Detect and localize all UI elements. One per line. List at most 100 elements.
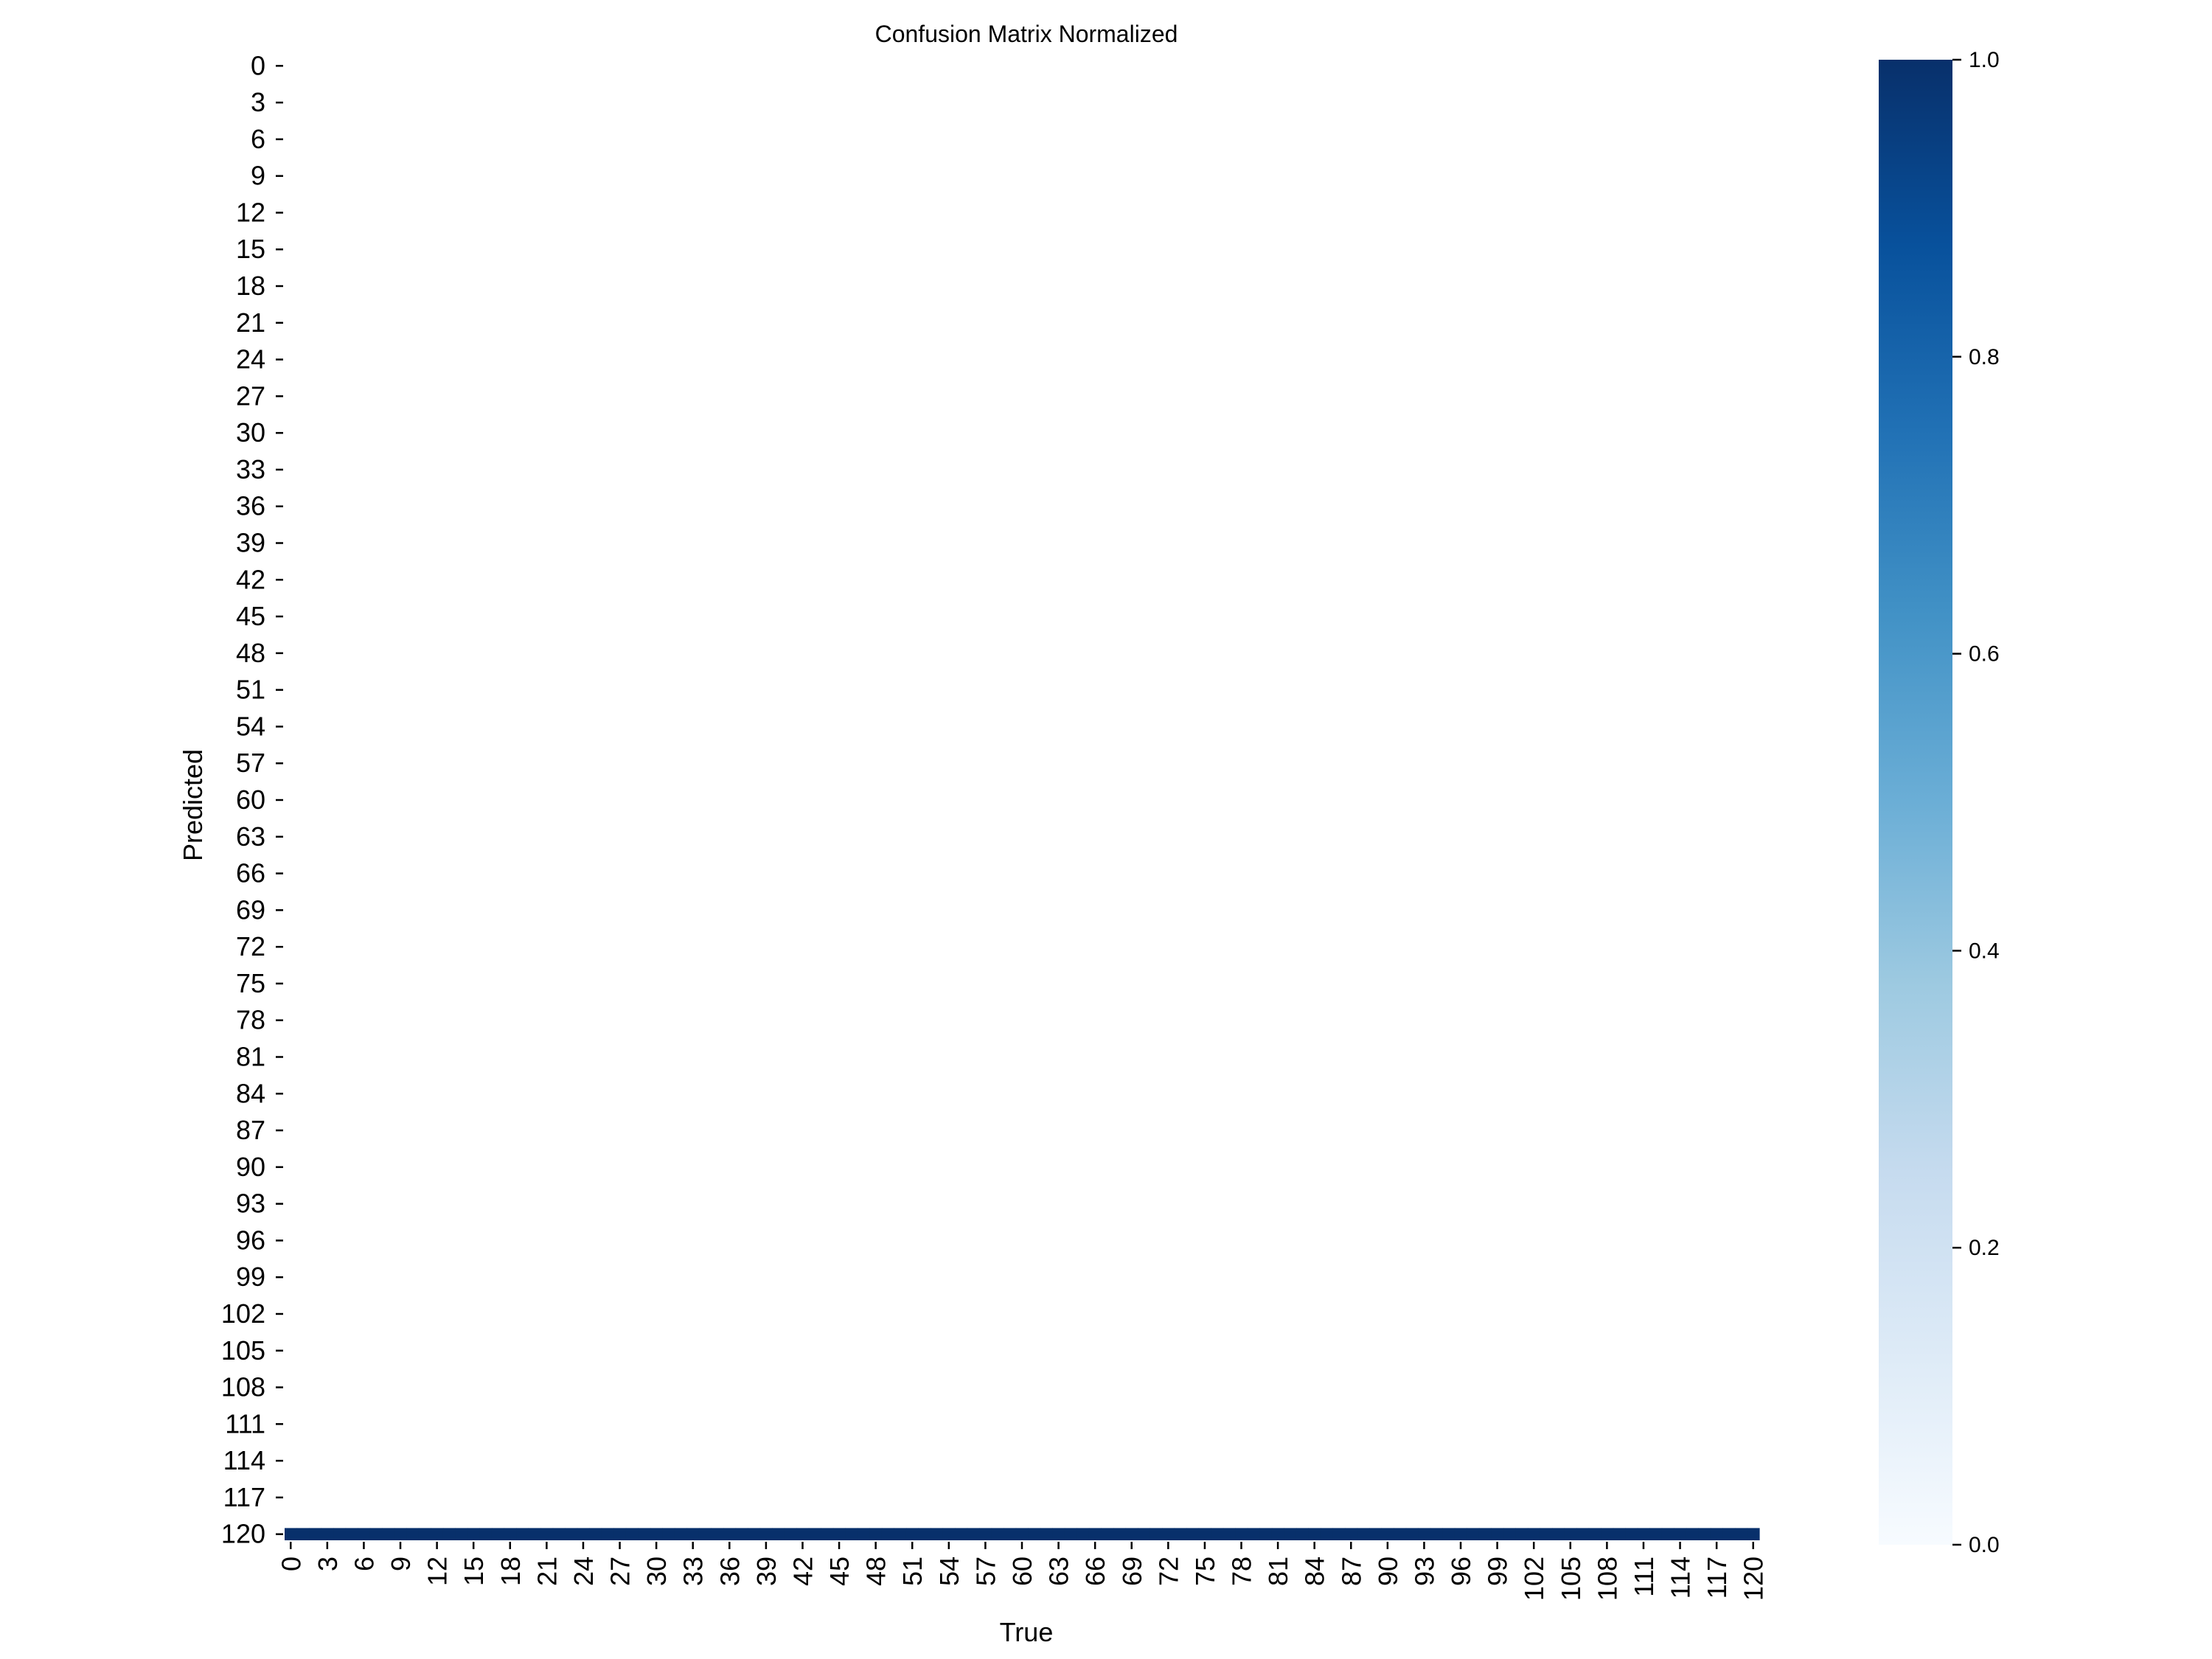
x-tick-label: 6 [349,1557,379,1571]
colorbar-tick-label: 0.4 [1969,939,2000,963]
y-tick-label: 105 [221,1335,265,1366]
heatmap-cell [1722,1528,1736,1540]
heatmap-cell [723,1528,737,1540]
x-tick-label: 120 [1739,1557,1769,1601]
heatmap-cell [1649,1528,1663,1540]
heatmap-cell [1381,1528,1394,1540]
x-tick-label: 15 [459,1557,489,1586]
y-tick-label: 24 [236,344,265,375]
heatmap-cell [1295,1528,1310,1540]
heatmap-cell [991,1528,1004,1540]
heatmap-cell [516,1528,529,1540]
heatmap-cell [808,1528,821,1540]
x-tick-label: 69 [1117,1557,1147,1586]
heatmap-cell [333,1528,347,1540]
y-tick-label: 6 [251,124,265,154]
colorbar-tick-label: 0.2 [1969,1236,2000,1260]
y-tick-label: 15 [236,234,265,264]
chart-title: Confusion Matrix Normalized [875,21,1178,47]
heatmap-cell [431,1528,444,1540]
x-tick-label: 57 [970,1557,1001,1586]
y-tick-label: 48 [236,638,265,668]
x-tick-label: 102 [1519,1557,1549,1601]
colorbar-tick-label: 1.0 [1969,48,2000,72]
y-tick-label: 90 [236,1152,265,1182]
heatmap-cell [565,1528,578,1540]
y-tick-label: 84 [236,1078,265,1108]
y-tick-label: 0 [251,50,265,80]
heatmap-cell [1211,1528,1224,1540]
x-tick-label: 27 [605,1557,636,1586]
y-tick-label: 81 [236,1041,265,1071]
x-tick-label: 72 [1153,1557,1183,1586]
heatmap-cell [1028,1528,1041,1540]
heatmap-cell [382,1528,395,1540]
colorbar-tick-label: 0.8 [1969,345,2000,369]
y-tick-label: 120 [221,1519,265,1549]
heatmap-cell [321,1528,334,1540]
heatmap-cell [528,1528,541,1540]
heatmap-cell [455,1528,468,1540]
y-tick-label: 108 [221,1372,265,1402]
heatmap-cell [832,1528,846,1540]
x-tick-label: 111 [1629,1557,1659,1597]
heatmap-cell [869,1528,883,1540]
y-tick-label: 39 [236,528,265,558]
x-tick-label: 51 [897,1557,928,1586]
x-tick-label: 24 [568,1557,599,1586]
y-tick-label: 27 [236,380,265,411]
heatmap-cell [1552,1528,1565,1540]
y-tick-label: 78 [236,1005,265,1035]
x-tick-label: 81 [1263,1557,1293,1586]
x-tick-label: 78 [1227,1557,1257,1586]
heatmap-cell [1491,1528,1504,1540]
heatmap-cell [894,1528,907,1540]
heatmap-cell [918,1528,931,1540]
heatmap-cell [1394,1528,1407,1540]
heatmap-cell [1674,1528,1687,1540]
y-tick-label: 72 [236,931,265,961]
y-tick-label: 117 [223,1482,265,1512]
heatmap-cell [1418,1528,1431,1540]
heatmap-cell [1235,1528,1248,1540]
heatmap-cell [1320,1528,1334,1540]
x-tick-label: 45 [824,1557,855,1586]
heatmap-cell [358,1528,371,1540]
heatmap-cell [1625,1528,1638,1540]
heatmap-cell [601,1528,614,1540]
x-tick-label: 66 [1080,1557,1110,1586]
heatmap-cell [491,1528,505,1540]
x-tick-label: 12 [422,1557,453,1586]
heatmap-cell [479,1528,493,1540]
x-tick-label: 108 [1592,1557,1622,1601]
heatmap-cells [285,1528,1760,1540]
heatmap-cell [931,1528,944,1540]
heatmap-cell [1040,1528,1053,1540]
colorbar [1879,60,1952,1545]
heatmap-cell [1198,1528,1211,1540]
y-tick-label: 36 [236,491,265,521]
y-tick-label: 66 [236,858,265,888]
y-tick-label: 21 [236,307,265,338]
heatmap-cell [955,1528,968,1540]
x-tick-label: 54 [934,1557,964,1586]
heatmap-cell [735,1528,748,1540]
y-tick-label: 93 [236,1189,265,1219]
heatmap-cell [881,1528,895,1540]
heatmap-cell [1454,1528,1467,1540]
heatmap-cell [650,1528,663,1540]
heatmap-cell [1613,1528,1626,1540]
x-axis-ticks: 0 3 6 9 12 15 18 21 24 27 30 33 36 39 42 45 48 51 54 57 60 63… [276,1542,1769,1601]
heatmap-cell [759,1528,773,1540]
heatmap-cell [1515,1528,1528,1540]
x-tick-label: 3 [313,1557,343,1571]
y-tick-label: 102 [221,1298,265,1329]
x-tick-label: 36 [714,1557,745,1586]
heatmap-cell [1686,1528,1699,1540]
x-tick-label: 33 [678,1557,709,1586]
heatmap-cell [1734,1528,1748,1540]
heatmap-cell [1503,1528,1517,1540]
heatmap-cell [1088,1528,1102,1540]
heatmap-cell [1186,1528,1200,1540]
